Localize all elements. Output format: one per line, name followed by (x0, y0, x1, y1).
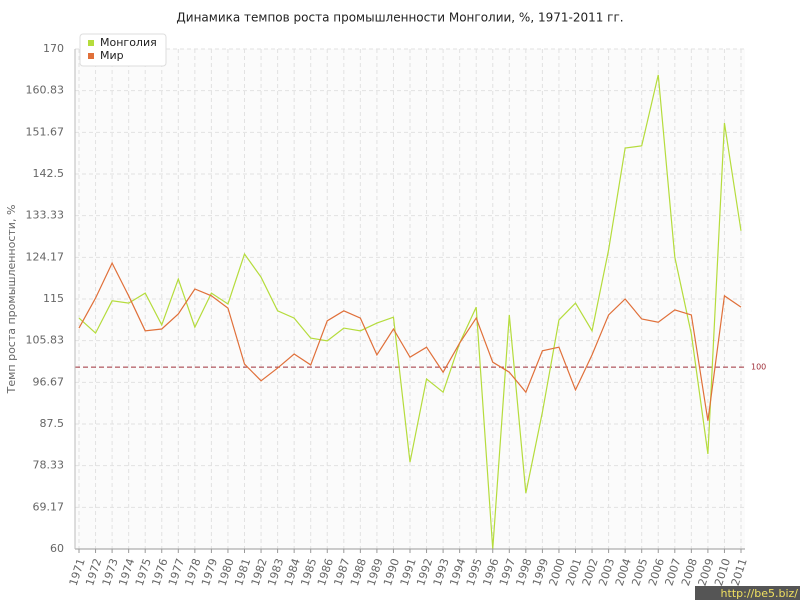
y-tick-label: 78.33 (33, 459, 65, 472)
y-tick-label: 87.5 (40, 417, 65, 430)
legend-label: Монголия (100, 36, 157, 49)
y-tick-label: 151.67 (26, 125, 65, 138)
legend-swatch (88, 53, 94, 59)
watermark-bg (695, 586, 800, 600)
chart-title: Динамика темпов роста промышленности Мон… (176, 11, 623, 25)
y-tick-label: 160.83 (26, 84, 65, 97)
y-tick-label: 115 (43, 292, 64, 305)
y-tick-label: 142.5 (33, 167, 65, 180)
y-tick-label: 170 (43, 42, 64, 55)
y-tick-label: 60 (50, 542, 64, 555)
series-line (78, 261, 742, 421)
watermark: http://be5.biz/ (721, 587, 799, 600)
y-tick-label: 69.17 (33, 500, 65, 513)
legend-box (79, 33, 167, 67)
y-tick-label: 105.83 (26, 334, 65, 347)
y-tick-label: 133.33 (26, 209, 65, 222)
y-tick-label: 124.17 (26, 250, 65, 263)
legend-label: Мир (100, 49, 124, 62)
reference-label: 100 (751, 363, 766, 372)
series-line (78, 74, 742, 550)
y-axis-label: Темп роста промышленности, % (5, 205, 18, 395)
legend-swatch (88, 40, 94, 46)
y-tick-label: 96.67 (33, 375, 65, 388)
